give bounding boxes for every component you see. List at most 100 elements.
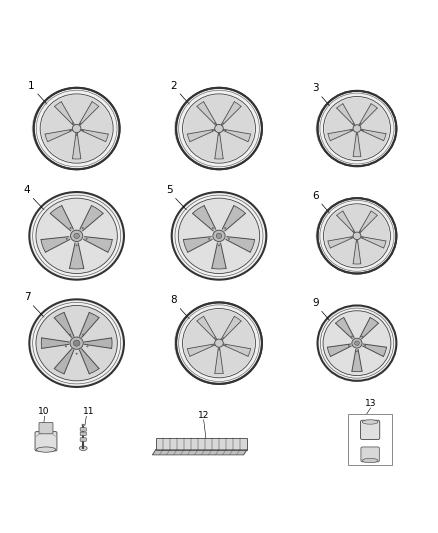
Ellipse shape xyxy=(29,300,124,387)
FancyBboxPatch shape xyxy=(80,432,86,435)
Ellipse shape xyxy=(350,237,351,238)
Polygon shape xyxy=(79,349,99,374)
Polygon shape xyxy=(187,344,214,356)
Text: 12: 12 xyxy=(198,411,209,420)
Ellipse shape xyxy=(86,238,87,239)
Ellipse shape xyxy=(212,228,214,229)
FancyBboxPatch shape xyxy=(35,432,57,451)
Ellipse shape xyxy=(176,88,262,169)
Ellipse shape xyxy=(74,233,79,238)
Ellipse shape xyxy=(29,192,124,280)
Ellipse shape xyxy=(71,230,83,241)
Ellipse shape xyxy=(318,91,396,166)
Polygon shape xyxy=(222,102,241,125)
Ellipse shape xyxy=(79,446,87,450)
Text: 13: 13 xyxy=(365,399,377,408)
Ellipse shape xyxy=(76,353,78,354)
Ellipse shape xyxy=(213,230,225,241)
Polygon shape xyxy=(359,211,377,232)
Ellipse shape xyxy=(41,95,112,162)
Polygon shape xyxy=(184,237,212,252)
Ellipse shape xyxy=(225,345,226,346)
FancyBboxPatch shape xyxy=(361,447,379,462)
Ellipse shape xyxy=(225,130,226,131)
Polygon shape xyxy=(223,206,245,231)
Ellipse shape xyxy=(34,88,120,169)
Ellipse shape xyxy=(87,346,88,347)
Ellipse shape xyxy=(36,198,117,273)
Ellipse shape xyxy=(176,302,262,384)
Polygon shape xyxy=(80,206,103,231)
Ellipse shape xyxy=(40,94,113,163)
Ellipse shape xyxy=(355,341,359,345)
Ellipse shape xyxy=(318,305,396,381)
Ellipse shape xyxy=(178,198,260,273)
Ellipse shape xyxy=(325,98,389,159)
Ellipse shape xyxy=(73,340,80,346)
Ellipse shape xyxy=(172,192,266,280)
Bar xyxy=(156,438,247,449)
Polygon shape xyxy=(363,344,386,357)
Bar xyxy=(348,414,392,465)
Polygon shape xyxy=(361,237,386,248)
Ellipse shape xyxy=(353,232,361,240)
Ellipse shape xyxy=(184,310,254,377)
Polygon shape xyxy=(41,237,70,252)
Ellipse shape xyxy=(224,228,226,229)
Ellipse shape xyxy=(82,424,85,426)
Polygon shape xyxy=(337,211,355,232)
Ellipse shape xyxy=(70,130,71,131)
Ellipse shape xyxy=(208,238,210,239)
Ellipse shape xyxy=(351,336,353,337)
Ellipse shape xyxy=(360,123,361,124)
Polygon shape xyxy=(54,312,74,337)
Ellipse shape xyxy=(36,305,117,381)
Polygon shape xyxy=(224,344,251,356)
Ellipse shape xyxy=(83,130,84,131)
Ellipse shape xyxy=(325,205,389,267)
Text: 6: 6 xyxy=(312,191,319,200)
Ellipse shape xyxy=(362,420,378,424)
Polygon shape xyxy=(54,349,74,374)
Text: 7: 7 xyxy=(24,293,30,302)
Ellipse shape xyxy=(350,130,351,131)
FancyBboxPatch shape xyxy=(39,423,53,434)
Ellipse shape xyxy=(70,337,83,349)
Ellipse shape xyxy=(66,238,67,239)
Text: 11: 11 xyxy=(83,407,94,416)
Polygon shape xyxy=(50,206,73,231)
Ellipse shape xyxy=(215,125,223,133)
Polygon shape xyxy=(79,102,99,125)
Polygon shape xyxy=(84,237,112,252)
Polygon shape xyxy=(45,130,72,142)
FancyBboxPatch shape xyxy=(80,427,86,431)
Ellipse shape xyxy=(212,345,213,346)
Polygon shape xyxy=(212,243,226,268)
Ellipse shape xyxy=(353,230,354,231)
Polygon shape xyxy=(353,133,361,157)
Ellipse shape xyxy=(323,96,390,160)
Polygon shape xyxy=(55,102,74,125)
Ellipse shape xyxy=(323,311,391,376)
Ellipse shape xyxy=(80,123,81,124)
Polygon shape xyxy=(328,237,353,248)
Ellipse shape xyxy=(82,228,83,229)
Ellipse shape xyxy=(83,334,84,335)
Polygon shape xyxy=(336,318,354,338)
Text: 9: 9 xyxy=(312,298,319,308)
Polygon shape xyxy=(70,243,84,268)
Text: 10: 10 xyxy=(38,407,49,416)
Polygon shape xyxy=(197,102,216,125)
Polygon shape xyxy=(360,318,378,338)
Polygon shape xyxy=(79,312,99,337)
Ellipse shape xyxy=(362,458,378,463)
Ellipse shape xyxy=(318,198,396,273)
Polygon shape xyxy=(328,130,353,141)
Ellipse shape xyxy=(36,447,56,452)
Polygon shape xyxy=(353,240,361,264)
Ellipse shape xyxy=(353,123,354,124)
Polygon shape xyxy=(187,130,214,142)
Ellipse shape xyxy=(215,339,223,347)
Polygon shape xyxy=(352,350,362,372)
FancyBboxPatch shape xyxy=(80,438,86,441)
